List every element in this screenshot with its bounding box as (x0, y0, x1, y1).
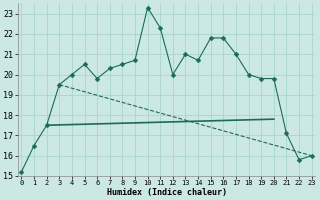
X-axis label: Humidex (Indice chaleur): Humidex (Indice chaleur) (107, 188, 227, 197)
